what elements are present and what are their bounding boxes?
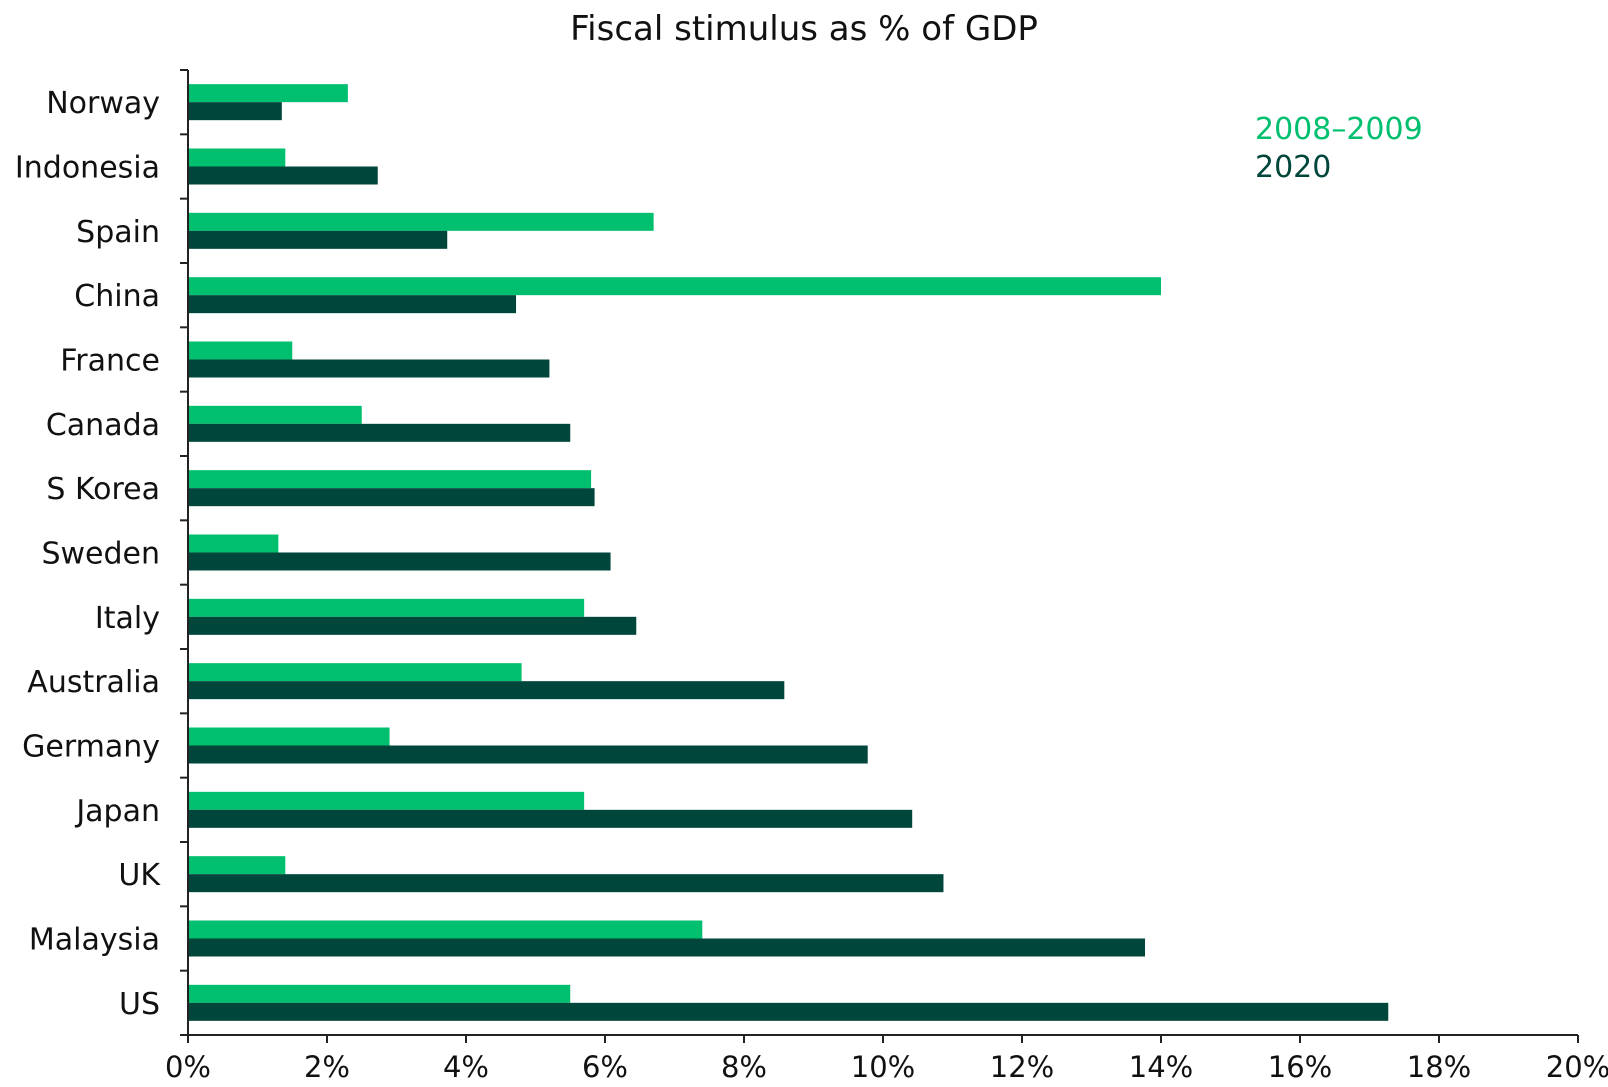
x-tick-label: 8% [721,1050,767,1083]
x-tick-label: 10% [851,1050,915,1083]
bar-canada-series-1 [188,423,571,442]
bar-canada-series-0 [188,405,362,424]
bar-italy-series-1 [188,616,637,635]
chart-title: Fiscal stimulus as % of GDP [570,9,1038,49]
bar-spain-series-0 [188,212,654,231]
category-label-uk: UK [118,858,161,893]
x-tick-label: 0% [165,1050,211,1083]
legend-entry-series-1: 2020 [1255,150,1331,185]
category-label-spain: Spain [76,215,160,250]
x-tick-label: 2% [304,1050,350,1083]
category-label-malaysia: Malaysia [29,923,160,958]
x-tick-label: 6% [582,1050,628,1083]
category-label-china: China [74,279,160,314]
bar-s-korea-series-1 [188,488,595,507]
bar-us-series-0 [188,984,571,1003]
axes-layer: Norway Indonesia Spain China France Canada S K… [15,69,1608,1084]
category-label-canada: Canada [46,408,160,443]
bar-australia-series-0 [188,663,522,682]
bar-indonesia-series-1 [188,166,378,185]
bar-s-korea-series-0 [188,470,592,489]
bar-spain-series-1 [188,230,448,249]
category-label-us: US [119,987,160,1022]
category-label-sweden: Sweden [41,537,160,572]
bar-japan-series-0 [188,791,585,810]
bar-sweden-series-0 [188,534,279,553]
bar-norway-series-0 [188,84,348,103]
category-label-germany: Germany [22,730,160,765]
bar-germany-series-0 [188,727,390,746]
bar-japan-series-1 [188,809,913,828]
bar-uk-series-1 [188,874,944,893]
bar-malaysia-series-1 [188,938,1146,957]
bar-malaysia-series-0 [188,920,703,939]
bars-layer [188,84,1389,1021]
category-label-japan: Japan [74,794,160,829]
legend-entry-series-0: 2008–2009 [1255,112,1423,147]
bar-norway-series-1 [188,102,282,121]
category-label-italy: Italy [95,601,160,636]
bar-italy-series-0 [188,598,585,617]
bar-sweden-series-1 [188,552,611,571]
x-tick-label: 14% [1129,1050,1193,1083]
bar-germany-series-1 [188,745,868,764]
bar-uk-series-0 [188,856,286,875]
x-tick-label: 4% [443,1050,489,1083]
category-label-indonesia: Indonesia [15,151,160,186]
category-label-france: France [60,344,160,379]
x-tick-label: 20% [1546,1050,1608,1083]
bar-australia-series-1 [188,681,785,700]
bar-france-series-0 [188,341,293,360]
category-label-norway: Norway [46,86,160,121]
bar-china-series-1 [188,295,517,314]
bar-indonesia-series-0 [188,148,286,167]
bar-us-series-1 [188,1002,1389,1021]
category-label-s-korea: S Korea [46,472,160,507]
category-label-australia: Australia [27,665,160,700]
bar-china-series-0 [188,277,1161,296]
x-tick-label: 12% [990,1050,1054,1083]
x-tick-label: 18% [1407,1050,1471,1083]
bar-france-series-1 [188,359,550,378]
x-tick-label: 16% [1268,1050,1332,1083]
